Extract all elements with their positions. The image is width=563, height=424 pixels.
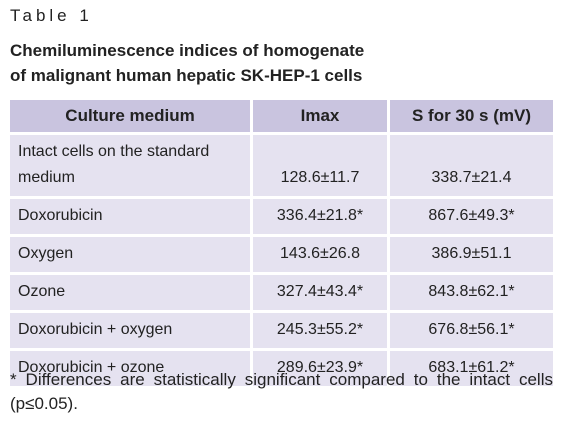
table-row: Intact cells on the standard medium 128.6…: [10, 132, 553, 199]
table-cell: Doxorubicin: [10, 196, 253, 237]
header-cell: Culture medium: [10, 100, 253, 135]
table-row: Oxygen 143.6±26.8 386.9±51.1: [10, 234, 553, 275]
table-cell: 338.7±21.4: [387, 132, 553, 199]
table-label: Table 1: [10, 6, 93, 25]
table: Culture medium Imax S for 30 s (mV) Intact…: [10, 100, 553, 389]
table-cell: 245.3±55.2*: [250, 310, 390, 351]
table-body: Intact cells on the standard medium 128.6…: [10, 132, 553, 389]
title-line: Chemiluminescence indices of homogenate: [10, 41, 365, 60]
table-cell: Doxorubicin + oxygen: [10, 310, 253, 351]
table-cell: 289.6±23.9*: [250, 348, 390, 389]
table-cell: 683.1±61.2*: [387, 348, 553, 389]
table-title: Chemiluminescence indices of homogenate …: [10, 38, 364, 88]
table-cell: 327.4±43.4*: [250, 272, 390, 313]
table-row: Ozone 327.4±43.4* 843.8±62.1*: [10, 272, 553, 313]
table-cell: 867.6±49.3*: [387, 196, 553, 237]
table-cell: 386.9±51.1: [387, 234, 553, 275]
table-cell: 128.6±11.7: [250, 132, 390, 199]
table-cell: 843.8±62.1*: [387, 272, 553, 313]
table-cell: 143.6±26.8: [250, 234, 390, 275]
table-row: Doxorubicin 336.4±21.8* 867.6±49.3*: [10, 196, 553, 237]
table-cell: Oxygen: [10, 234, 253, 275]
table-row: Doxorubicin + ozone 289.6±23.9* 683.1±61.2…: [10, 348, 553, 389]
table-cell: 676.8±56.1*: [387, 310, 553, 351]
table-row: Doxorubicin + oxygen 245.3±55.2* 676.8±56.…: [10, 310, 553, 351]
header-row: Culture medium Imax S for 30 s (mV): [10, 100, 553, 135]
footnote: * Differences are statistically signific…: [10, 370, 553, 413]
table-cell: 336.4±21.8*: [250, 196, 390, 237]
table-cell: Ozone: [10, 272, 253, 313]
header-cell: S for 30 s (mV): [387, 100, 553, 135]
header-cell: Imax: [250, 100, 390, 135]
table-cell: Intact cells on the standard medium: [10, 132, 253, 199]
title-line: of malignant human hepatic SK-HEP-1 cell…: [10, 66, 363, 85]
table-cell: Doxorubicin + ozone: [10, 348, 253, 389]
